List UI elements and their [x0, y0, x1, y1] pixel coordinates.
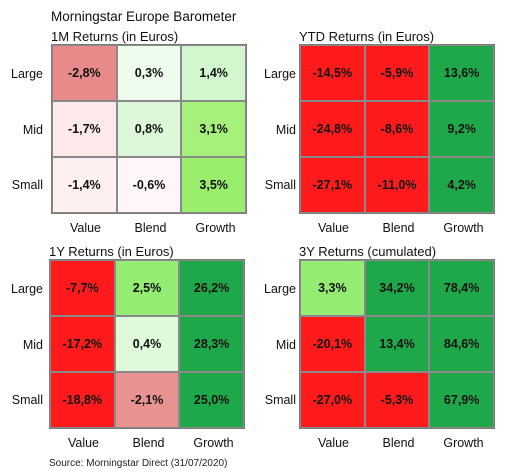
- panel-title: YTD Returns (in Euros): [299, 29, 435, 44]
- panel-1y-returns: 1Y Returns (in Euros) Large Mid Small -7…: [9, 244, 249, 466]
- col-label-growth: Growth: [443, 221, 484, 235]
- heatmap-cell: -27,0%: [300, 372, 365, 428]
- row-label-mid: Mid: [22, 338, 43, 352]
- col-label-value: Value: [69, 221, 102, 235]
- source-note: Source: Morningstar Direct (31/07/2020): [49, 458, 228, 469]
- heatmap-cell: 67,9%: [429, 372, 494, 428]
- heatmap-grid: 3,3% 34,2% 78,4% -20,1% 13,4% 84,6% -27,…: [299, 259, 495, 429]
- row-label-small: Small: [11, 393, 43, 407]
- col-label-blend: Blend: [382, 221, 415, 235]
- heatmap-cell: 84,6%: [429, 316, 494, 372]
- col-label-growth: Growth: [443, 436, 484, 450]
- panel-title: 3Y Returns (cumulated): [299, 244, 437, 259]
- row-label-mid: Mid: [22, 123, 43, 137]
- heatmap-cell: -7,7%: [50, 260, 115, 316]
- heatmap-grid: -14,5% -5,9% 13,6% -24,8% -8,6% 9,2% -27…: [299, 44, 495, 214]
- row-label-small: Small: [264, 178, 296, 192]
- panel-3y-returns: 3Y Returns (cumulated) Large Mid Small 3…: [258, 244, 498, 466]
- heatmap-grid: -7,7% 2,5% 26,2% -17,2% 0,4% 28,3% -18,8…: [49, 259, 245, 429]
- heatmap-cell: 78,4%: [429, 260, 494, 316]
- heatmap-cell: -5,9%: [364, 45, 430, 101]
- heatmap-cell: -2,1%: [114, 372, 180, 428]
- heatmap-cell: 3,1%: [181, 101, 246, 157]
- col-label-growth: Growth: [193, 436, 234, 450]
- row-label-mid: Mid: [275, 123, 296, 137]
- heatmap-cell: -8,6%: [364, 101, 430, 157]
- heatmap-cell: 28,3%: [179, 316, 244, 372]
- row-label-small: Small: [264, 393, 296, 407]
- heatmap-cell: -20,1%: [300, 316, 365, 372]
- heatmap-cell: 3,5%: [181, 157, 246, 213]
- heatmap-cell: -24,8%: [300, 101, 365, 157]
- heatmap-cell: 0,4%: [114, 316, 180, 372]
- col-label-growth: Growth: [195, 221, 236, 235]
- heatmap-cell: 1,4%: [181, 45, 246, 101]
- heatmap-cell: 26,2%: [179, 260, 244, 316]
- heatmap-cell: 4,2%: [429, 157, 494, 213]
- heatmap-cell: 0,3%: [116, 45, 182, 101]
- heatmap-cell: 13,6%: [429, 45, 494, 101]
- heatmap-cell: -27,1%: [300, 157, 365, 213]
- row-label-mid: Mid: [275, 338, 296, 352]
- row-label-large: Large: [264, 67, 296, 81]
- col-label-value: Value: [67, 436, 100, 450]
- panel-title: 1M Returns (in Euros): [51, 29, 179, 44]
- heatmap-cell: 0,8%: [116, 101, 182, 157]
- row-label-small: Small: [11, 178, 43, 192]
- heatmap-cell: -11,0%: [364, 157, 430, 213]
- heatmap-cell: 9,2%: [429, 101, 494, 157]
- heatmap-cell: 2,5%: [114, 260, 180, 316]
- heatmap-cell: 34,2%: [364, 260, 430, 316]
- heatmap-cell: -2,8%: [52, 45, 117, 101]
- panel-1m-returns: 1M Returns (in Euros) Large Mid Small -2…: [9, 29, 249, 251]
- heatmap-cell: 13,4%: [364, 316, 430, 372]
- heatmap-cell: -0,6%: [116, 157, 182, 213]
- heatmap-cell: 25,0%: [179, 372, 244, 428]
- page-title: Morningstar Europe Barometer: [51, 9, 237, 24]
- row-label-large: Large: [11, 67, 43, 81]
- heatmap-cell: 3,3%: [300, 260, 365, 316]
- heatmap-cell: -14,5%: [300, 45, 365, 101]
- heatmap-cell: -1,4%: [52, 157, 117, 213]
- row-label-large: Large: [11, 282, 43, 296]
- heatmap-cell: -5,3%: [364, 372, 430, 428]
- heatmap-cell: -1,7%: [52, 101, 117, 157]
- heatmap-cell: -17,2%: [50, 316, 115, 372]
- panel-title: 1Y Returns (in Euros): [49, 244, 174, 259]
- heatmap-cell: -18,8%: [50, 372, 115, 428]
- heatmap-grid: -2,8% 0,3% 1,4% -1,7% 0,8% 3,1% -1,4% -0…: [51, 44, 247, 214]
- panel-ytd-returns: YTD Returns (in Euros) Large Mid Small -…: [258, 29, 498, 251]
- row-label-large: Large: [264, 282, 296, 296]
- col-label-blend: Blend: [382, 436, 415, 450]
- col-label-blend: Blend: [134, 221, 167, 235]
- col-label-blend: Blend: [132, 436, 165, 450]
- col-label-value: Value: [317, 221, 350, 235]
- col-label-value: Value: [317, 436, 350, 450]
